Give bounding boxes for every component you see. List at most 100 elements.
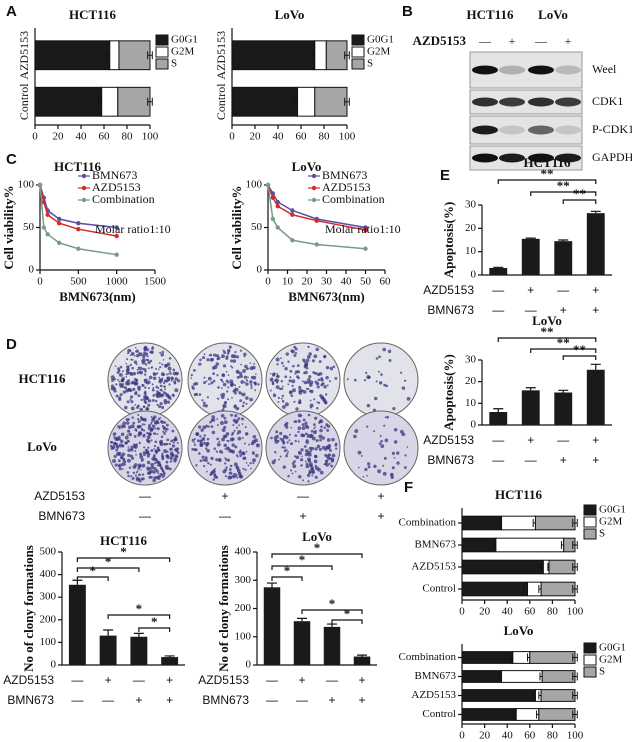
y-tick-label: 400 — [235, 546, 252, 558]
colony — [204, 404, 208, 408]
colony — [330, 464, 334, 468]
colony — [331, 453, 336, 458]
treatment-label: AZD5153 — [3, 673, 54, 687]
x-tick-label: 40 — [502, 606, 514, 618]
colony — [161, 393, 165, 397]
colony — [137, 463, 142, 467]
colony — [293, 460, 296, 463]
colony — [269, 389, 272, 392]
colony — [302, 389, 307, 394]
colony — [306, 355, 311, 359]
significance-label: * — [299, 552, 306, 567]
point — [275, 225, 280, 230]
colony — [142, 453, 146, 457]
error-bar — [572, 691, 578, 700]
colony — [166, 376, 171, 381]
colony — [255, 443, 260, 448]
colony — [315, 381, 320, 386]
colony — [241, 451, 245, 456]
colony — [241, 394, 243, 396]
treatment-mark: — — [266, 693, 278, 707]
point — [265, 182, 271, 188]
colony — [392, 406, 396, 411]
colony — [141, 384, 144, 386]
legend-label: G0G1 — [599, 504, 626, 516]
colony — [152, 432, 156, 435]
colony — [242, 467, 245, 470]
colony — [131, 366, 135, 370]
colony — [362, 475, 365, 478]
x-tick-label: 100 — [142, 131, 159, 143]
bar — [489, 268, 508, 275]
x-tick-label: 10 — [282, 276, 294, 288]
colony — [293, 400, 296, 403]
panel-label: F — [404, 479, 413, 496]
colony — [224, 400, 227, 404]
colony — [236, 476, 239, 479]
plate — [343, 410, 419, 486]
colony — [221, 428, 226, 433]
y-tick-label: 10 — [465, 245, 477, 257]
y-tick-label: 100 — [246, 179, 263, 191]
colony — [153, 372, 157, 376]
blot-cell-line: HCT116 — [467, 7, 514, 22]
colony — [269, 372, 272, 375]
x-tick-label: 0 — [459, 606, 465, 618]
colony — [142, 367, 145, 371]
colony — [301, 423, 305, 427]
colony — [202, 356, 206, 360]
treatment-mark: — — [297, 489, 309, 503]
series-line — [267, 184, 366, 250]
y-axis-label: No of clony formations — [216, 545, 231, 672]
colony — [127, 448, 131, 452]
colony — [198, 425, 202, 429]
colony — [161, 452, 164, 455]
colony — [235, 355, 240, 359]
y-tick-label: 100 — [40, 636, 57, 648]
colony — [138, 473, 141, 477]
colony — [292, 464, 297, 469]
colony — [284, 375, 288, 379]
colony — [227, 374, 230, 376]
colony — [306, 451, 311, 455]
colony — [225, 466, 228, 469]
point — [290, 208, 295, 213]
colony — [216, 424, 219, 427]
treatment-mark: + — [298, 673, 305, 687]
colony — [227, 386, 230, 389]
colony — [205, 424, 209, 428]
error-bar — [344, 97, 350, 106]
colony — [245, 450, 248, 453]
colony — [297, 440, 300, 443]
colony — [239, 374, 243, 379]
significance-bracket — [138, 627, 171, 632]
colony — [212, 478, 215, 481]
colony — [135, 430, 138, 432]
treatment-mark: — — [139, 489, 151, 503]
legend-swatch — [583, 654, 597, 666]
colony — [160, 352, 164, 357]
colony — [315, 439, 319, 443]
colony — [245, 382, 249, 386]
treatment-mark: + — [592, 283, 599, 297]
colony — [119, 365, 123, 369]
colony — [252, 375, 257, 380]
treatment-mark: + — [527, 283, 534, 297]
y-tick-label: 200 — [40, 613, 57, 625]
colony — [320, 425, 323, 428]
treatment-label: BMN673 — [7, 693, 54, 707]
colony — [306, 380, 311, 384]
point — [114, 225, 119, 230]
colony — [190, 377, 193, 379]
colony — [154, 399, 158, 403]
colony — [138, 441, 141, 445]
treatment-label: BMN673 — [427, 303, 474, 317]
colony — [166, 362, 171, 367]
colony — [121, 370, 124, 373]
panel-label: E — [440, 167, 450, 184]
colony — [307, 480, 310, 483]
colony — [332, 365, 336, 368]
colony — [326, 428, 330, 432]
category-label: Combination — [399, 517, 457, 529]
treatment-mark: — — [71, 693, 83, 707]
